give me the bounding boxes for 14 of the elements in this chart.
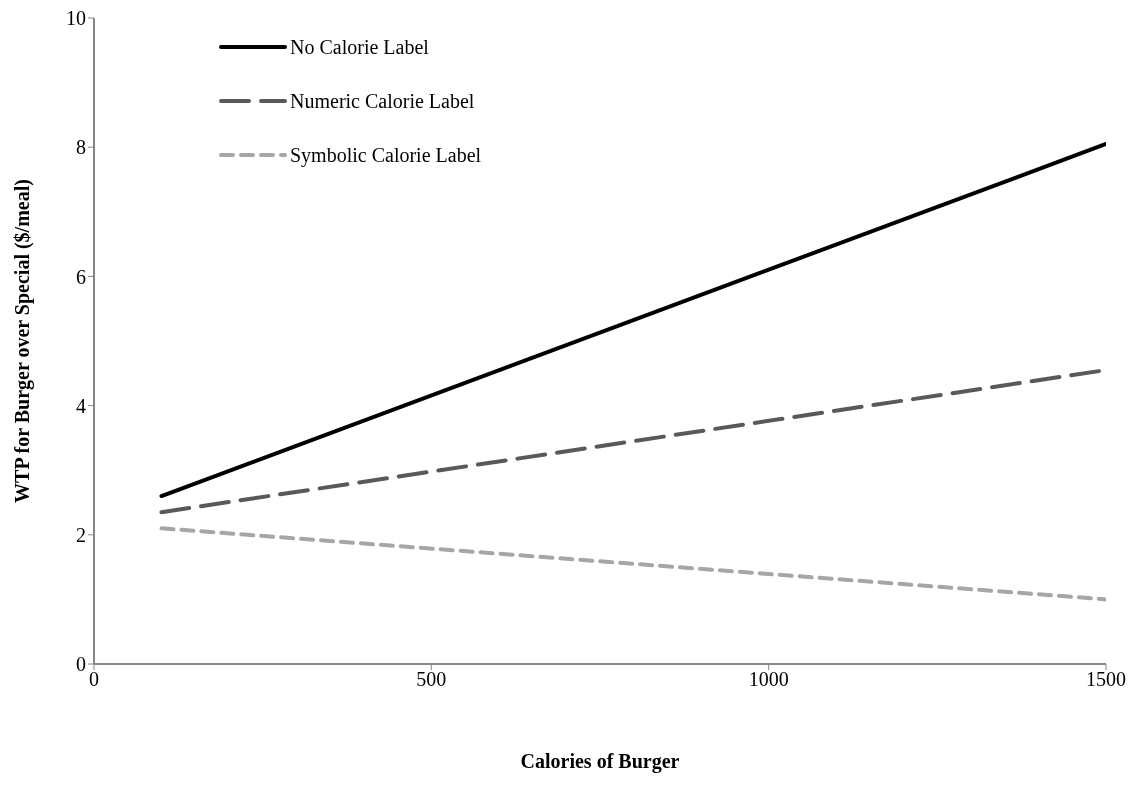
y-tick-label: 2 [76, 523, 86, 546]
x-tick-label: 1500 [1086, 668, 1126, 691]
x-axis-title: Calories of Burger [520, 750, 680, 773]
y-tick-label: 4 [76, 394, 86, 417]
y-tick-label: 10 [66, 7, 86, 30]
legend-label: Numeric Calorie Label [290, 89, 475, 113]
y-tick-label: 8 [76, 136, 86, 159]
x-tick-label: 1000 [748, 668, 789, 691]
y-tick-label: 6 [76, 265, 86, 288]
legend-label: No Calorie Label [290, 35, 429, 59]
y-tick-label: 0 [76, 653, 86, 676]
legend-label: Symbolic Calorie Label [290, 143, 482, 167]
y-axis-title: WTP for Burger over Special ($/meal) [11, 179, 35, 503]
x-tick-label: 500 [416, 668, 447, 691]
